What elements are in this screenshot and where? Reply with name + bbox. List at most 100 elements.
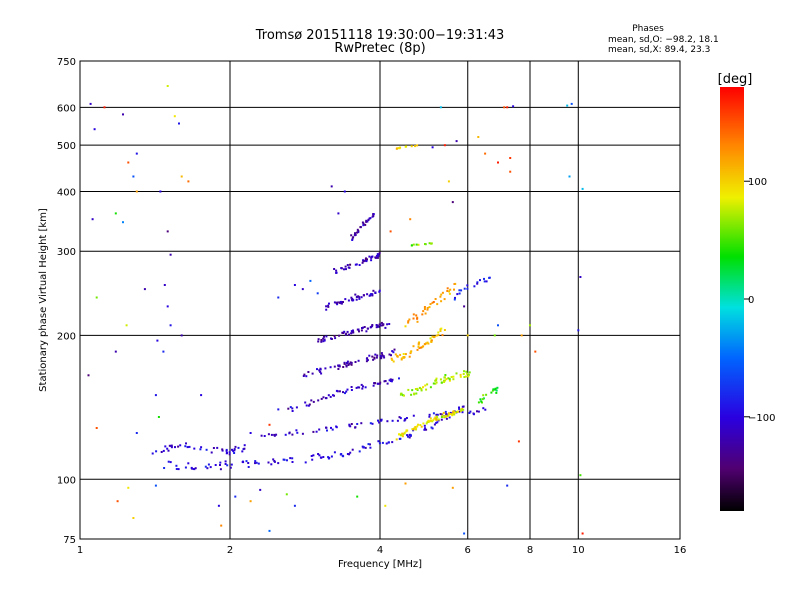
echo-point	[442, 411, 445, 414]
echo-point	[333, 268, 336, 270]
echo-point	[398, 377, 400, 380]
echo-point	[366, 220, 369, 223]
echo-point	[355, 298, 358, 301]
echo-point	[376, 324, 379, 327]
echo-point	[346, 330, 349, 333]
echo-point	[212, 447, 215, 449]
echo-point	[493, 334, 496, 337]
echo-point	[369, 326, 372, 329]
echo-point	[369, 422, 372, 425]
echo-point	[448, 416, 451, 419]
echo-point	[340, 302, 343, 305]
echo-point	[382, 323, 385, 326]
echo-point	[352, 299, 355, 302]
echo-point	[226, 464, 229, 467]
echo-point	[440, 416, 443, 418]
echo-point	[350, 234, 353, 237]
echo-point	[376, 256, 379, 259]
echo-point	[377, 440, 380, 443]
echo-point	[301, 432, 304, 435]
echo-point	[207, 463, 210, 466]
echo-point	[327, 305, 330, 308]
echo-point	[581, 187, 584, 190]
colorbar-unit: [deg]	[718, 72, 753, 87]
echo-point	[398, 437, 401, 440]
echo-point	[428, 306, 431, 309]
echo-point	[506, 106, 509, 109]
echo-point	[431, 301, 434, 304]
echo-point	[225, 449, 228, 452]
echo-point	[454, 411, 457, 414]
echo-point	[225, 452, 228, 455]
y-tick-label: 600	[57, 103, 76, 114]
echo-point	[369, 217, 372, 220]
echo-point	[369, 294, 372, 297]
echo-point	[426, 307, 429, 309]
echo-point	[356, 228, 359, 231]
echo-point	[352, 236, 355, 239]
echo-point	[435, 377, 438, 380]
echo-point	[400, 357, 403, 360]
echo-point	[170, 446, 173, 449]
echo-point	[460, 289, 463, 292]
echo-point	[355, 386, 358, 389]
echo-point	[324, 367, 327, 370]
echo-point	[391, 441, 394, 444]
echo-point	[428, 413, 431, 416]
echo-point	[333, 301, 336, 304]
echo-point	[407, 320, 410, 323]
echo-point	[273, 434, 276, 437]
echo-point	[237, 446, 240, 449]
echo-point	[327, 456, 330, 459]
echo-point	[351, 239, 354, 241]
colorbar	[720, 87, 744, 511]
x-tick-label: 1	[77, 545, 83, 556]
echo-point	[418, 347, 421, 349]
echo-point	[325, 397, 327, 400]
echo-point	[400, 392, 403, 395]
echo-point	[442, 416, 445, 419]
echo-point	[336, 303, 339, 306]
echo-point	[346, 453, 349, 455]
echo-point	[440, 418, 443, 421]
echo-point	[468, 371, 471, 374]
y-tick-label: 500	[57, 141, 76, 152]
echo-point	[348, 424, 351, 427]
echo-point	[393, 348, 396, 351]
echo-point	[375, 324, 378, 326]
echo-point	[342, 455, 345, 458]
echo-point	[416, 317, 419, 320]
echo-point	[466, 287, 469, 290]
echo-point	[317, 453, 320, 455]
echo-point	[378, 442, 381, 445]
echo-point	[316, 292, 319, 295]
echo-point	[243, 447, 246, 450]
echo-point	[315, 430, 318, 433]
echo-point	[466, 284, 469, 287]
echo-point	[337, 368, 340, 370]
echo-point	[380, 321, 383, 324]
echo-point	[463, 305, 466, 308]
echo-point	[243, 444, 246, 447]
echo-point	[287, 407, 290, 410]
echo-point	[581, 532, 584, 535]
echo-point	[440, 293, 443, 296]
echo-point	[348, 333, 350, 336]
echo-point	[333, 335, 336, 337]
echo-point	[268, 423, 271, 426]
echo-point	[162, 449, 165, 452]
echo-point	[419, 424, 422, 426]
echo-point	[390, 378, 392, 381]
echo-point	[431, 427, 434, 430]
echo-point	[416, 144, 419, 147]
echo-point	[364, 258, 367, 260]
echo-point	[371, 294, 374, 297]
echo-point	[360, 422, 363, 425]
echo-point	[116, 500, 119, 503]
data-points	[87, 85, 584, 535]
echo-point	[579, 474, 582, 477]
echo-point	[350, 332, 353, 335]
echo-point	[311, 458, 314, 461]
echo-point	[241, 450, 244, 453]
grid	[79, 60, 681, 540]
